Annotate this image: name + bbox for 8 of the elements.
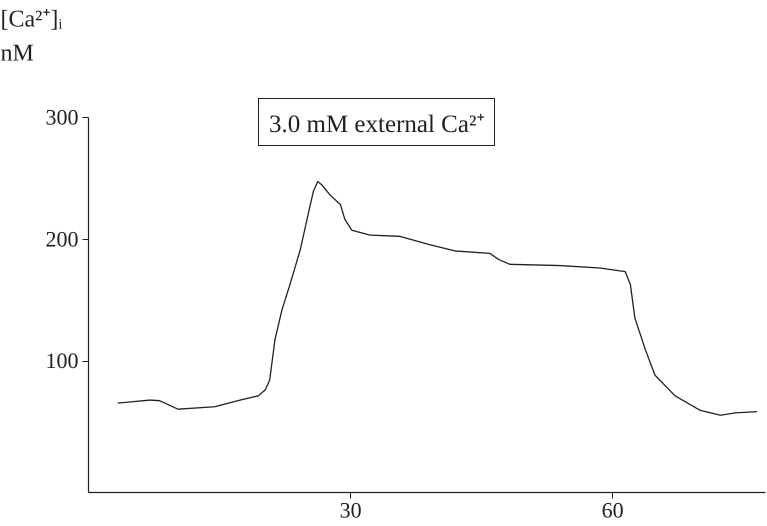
y-axis-title: [Ca²⁺]ᵢ nM: [0, 6, 62, 66]
x-tick-label: 30: [340, 498, 362, 522]
annotation: 3.0 mM external Ca²⁺: [258, 98, 496, 146]
y-tick-label: 100: [46, 348, 78, 374]
line-series: [117, 180, 758, 416]
y-tick-label: 300: [46, 104, 78, 130]
x-tick-label: 60: [602, 498, 624, 522]
y-tick-label: 200: [46, 226, 78, 252]
